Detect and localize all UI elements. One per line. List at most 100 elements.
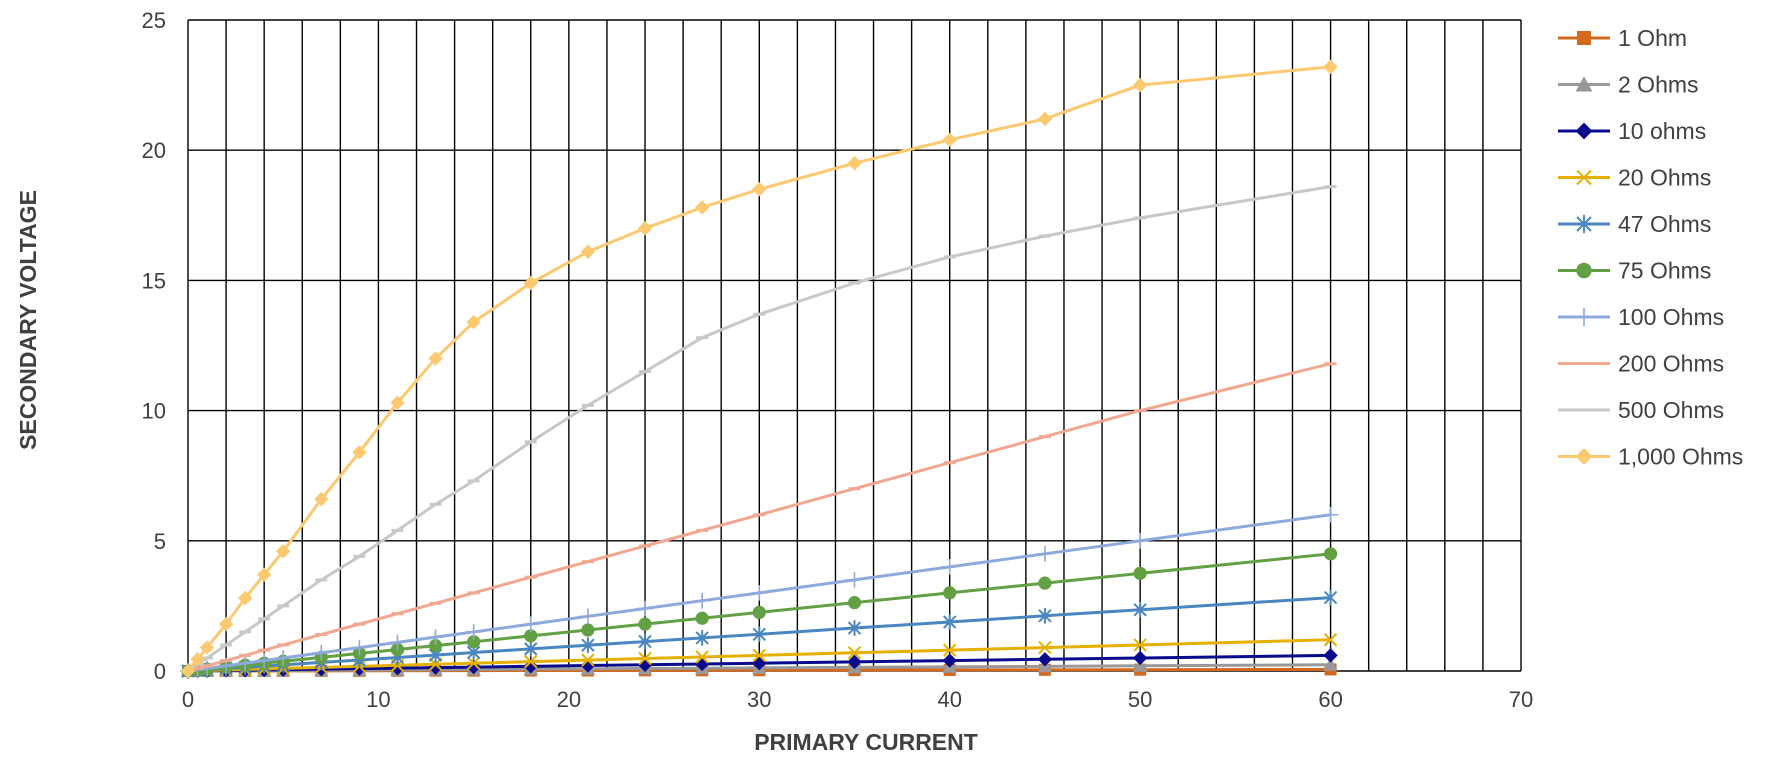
data-point bbox=[522, 616, 539, 632]
data-point bbox=[1324, 362, 1337, 366]
data-point bbox=[220, 643, 233, 647]
data-point bbox=[694, 592, 710, 609]
legend-label: 75 Ohms bbox=[1618, 258, 1711, 284]
legend-label: 2 Ohms bbox=[1618, 72, 1699, 98]
data-point bbox=[353, 554, 366, 558]
data-point bbox=[942, 132, 957, 147]
y-tick-label: 10 bbox=[142, 399, 166, 424]
data-point bbox=[1038, 640, 1052, 655]
data-point bbox=[580, 608, 596, 625]
data-point bbox=[1322, 506, 1339, 523]
data-point bbox=[1323, 648, 1338, 663]
x-tick-label: 30 bbox=[747, 687, 771, 712]
data-point bbox=[695, 611, 709, 625]
data-point bbox=[352, 445, 367, 460]
data-point bbox=[276, 544, 291, 559]
series-1-000-ohms bbox=[180, 59, 1338, 679]
data-point bbox=[391, 528, 404, 532]
data-point bbox=[1134, 409, 1147, 413]
legend-label: 1 Ohm bbox=[1618, 25, 1687, 51]
data-point bbox=[581, 403, 594, 407]
data-point bbox=[313, 644, 330, 661]
legend-label: 20 Ohms bbox=[1618, 165, 1711, 191]
data-point bbox=[315, 633, 328, 637]
chart-gridlines bbox=[187, 19, 1522, 672]
x-tick-label: 0 bbox=[182, 687, 194, 712]
data-point bbox=[1133, 638, 1147, 652]
legend-label: 500 Ohms bbox=[1618, 397, 1724, 423]
data-point bbox=[237, 655, 253, 671]
data-point bbox=[1323, 633, 1338, 647]
y-tick-label: 25 bbox=[142, 8, 166, 33]
chart-series bbox=[180, 59, 1339, 679]
data-point bbox=[315, 578, 328, 582]
data-point bbox=[199, 640, 215, 655]
data-point bbox=[943, 614, 957, 630]
data-point bbox=[847, 596, 862, 610]
data-point bbox=[943, 255, 956, 259]
data-point bbox=[752, 648, 766, 663]
data-point bbox=[1574, 307, 1594, 327]
data-point bbox=[752, 182, 767, 197]
data-point bbox=[1134, 216, 1147, 220]
series-line bbox=[187, 638, 1331, 673]
data-point bbox=[1037, 111, 1053, 127]
data-point bbox=[1037, 652, 1053, 667]
legend-item: 47 Ohms bbox=[1558, 211, 1711, 237]
data-point bbox=[428, 351, 443, 366]
data-point bbox=[467, 635, 481, 649]
data-point bbox=[314, 491, 329, 507]
data-point bbox=[637, 600, 653, 617]
data-point bbox=[524, 440, 537, 444]
data-point bbox=[638, 651, 652, 666]
data-point bbox=[429, 502, 442, 506]
data-point bbox=[1132, 77, 1148, 93]
data-point bbox=[190, 652, 205, 667]
data-point bbox=[428, 639, 443, 653]
x-tick-label: 40 bbox=[937, 687, 961, 712]
data-point bbox=[943, 643, 957, 657]
data-point bbox=[220, 659, 233, 663]
data-point bbox=[1037, 546, 1053, 562]
data-point bbox=[638, 617, 652, 631]
data-point bbox=[1576, 262, 1592, 279]
legend-label: 1,000 Ohms bbox=[1618, 444, 1743, 470]
data-point bbox=[1575, 448, 1593, 465]
data-point bbox=[523, 275, 538, 291]
legend-label: 47 Ohms bbox=[1618, 211, 1711, 237]
data-point bbox=[1038, 234, 1051, 238]
x-tick-label: 10 bbox=[366, 687, 390, 712]
legend-label: 200 Ohms bbox=[1618, 351, 1724, 377]
legend-item: 10 ohms bbox=[1558, 118, 1706, 144]
legend-item: 100 Ohms bbox=[1558, 304, 1724, 330]
data-point bbox=[218, 616, 234, 632]
data-point bbox=[1133, 566, 1147, 580]
data-point bbox=[847, 620, 862, 636]
data-point bbox=[466, 656, 481, 670]
data-point bbox=[1323, 657, 1338, 671]
data-point bbox=[1038, 607, 1052, 624]
data-point bbox=[201, 656, 214, 660]
data-point bbox=[581, 653, 595, 667]
legend-item: 75 Ohms bbox=[1558, 258, 1711, 284]
data-point bbox=[1132, 658, 1148, 672]
data-point bbox=[696, 528, 709, 532]
x-tick-label: 70 bbox=[1509, 687, 1533, 712]
y-tick-label: 5 bbox=[154, 529, 166, 554]
data-point bbox=[848, 281, 861, 285]
y-axis-ticks: 0 5 10 15 20 25 bbox=[142, 8, 166, 684]
data-point bbox=[1323, 59, 1338, 75]
legend-item: 1 Ohm bbox=[1558, 25, 1687, 51]
data-point bbox=[753, 513, 766, 517]
data-point bbox=[1323, 547, 1338, 561]
data-point bbox=[580, 244, 596, 259]
data-point bbox=[467, 479, 480, 483]
data-point bbox=[1576, 214, 1592, 234]
x-axis-title: PRIMARY CURRENT bbox=[754, 729, 978, 755]
data-point bbox=[237, 590, 253, 606]
data-point bbox=[1132, 650, 1148, 666]
data-point bbox=[581, 560, 594, 564]
data-point bbox=[523, 659, 538, 674]
y-tick-label: 0 bbox=[154, 659, 166, 684]
data-point bbox=[1577, 31, 1591, 45]
